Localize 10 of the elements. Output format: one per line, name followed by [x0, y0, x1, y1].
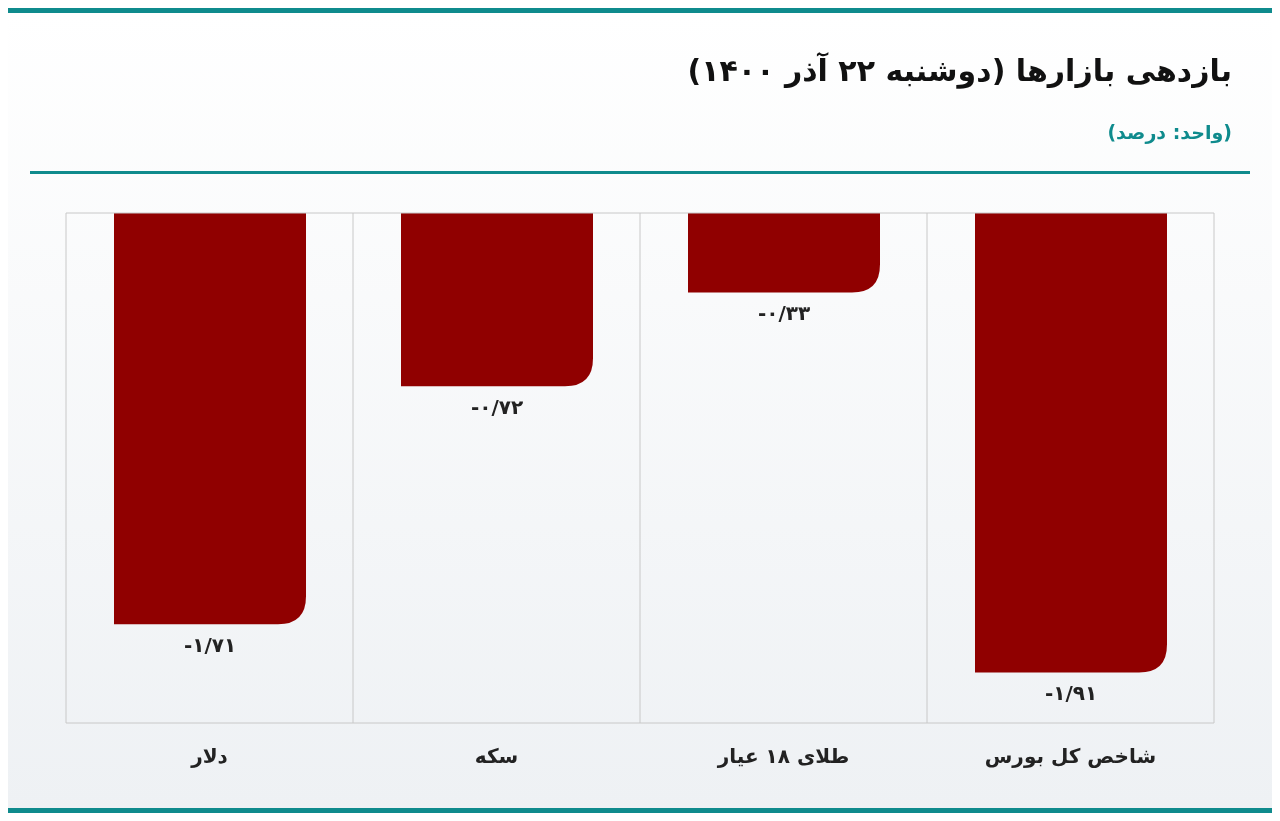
data-label: -۰/۳۳: [757, 301, 811, 326]
x-tick-label: سکه: [474, 744, 519, 769]
x-tick-label: طلای ۱۸ عیار: [716, 744, 850, 769]
chart-subtitle: (واحد: درصد): [1107, 121, 1232, 143]
data-label: -۱/۹۱: [1044, 681, 1098, 706]
data-label: -۰/۷۲: [470, 395, 524, 420]
data-label: -۱/۷۱: [183, 633, 237, 658]
x-tick-label: شاخص کل بورس: [984, 744, 1157, 769]
x-tick-label: دلار: [190, 744, 228, 769]
chart-title: بازدهی بازارها (دوشنبه ۲۲ آذر ۱۴۰۰): [687, 53, 1232, 88]
